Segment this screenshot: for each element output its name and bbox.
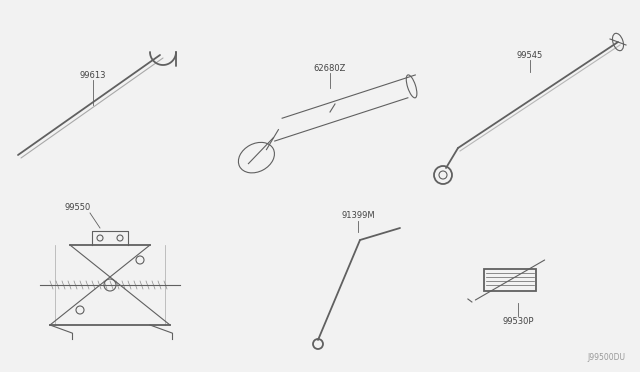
Text: 62680Z: 62680Z bbox=[314, 64, 346, 73]
Text: 99613: 99613 bbox=[80, 71, 106, 80]
Text: 99545: 99545 bbox=[517, 51, 543, 60]
Bar bbox=[484, 269, 536, 291]
Text: 99550: 99550 bbox=[65, 202, 91, 212]
Text: 91399M: 91399M bbox=[341, 211, 375, 219]
Text: J99500DU: J99500DU bbox=[587, 353, 625, 362]
Text: 99530P: 99530P bbox=[502, 317, 534, 327]
